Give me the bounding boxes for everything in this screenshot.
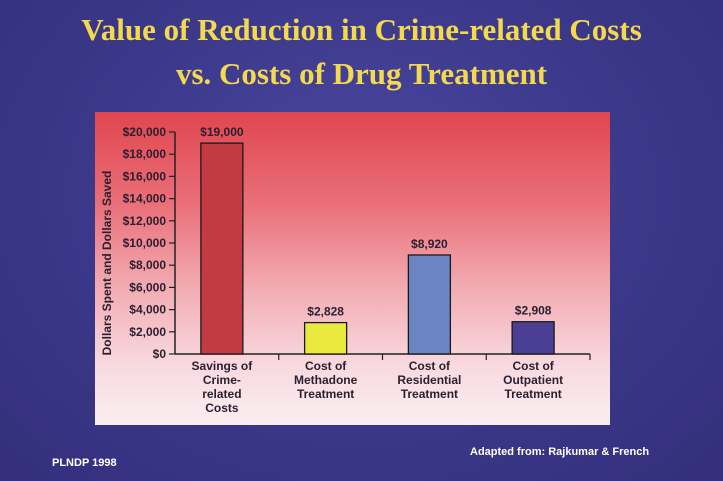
- x-category-label-line: Crime-: [203, 373, 241, 387]
- x-category-label: Cost of Methadone Treatment: [294, 359, 358, 401]
- y-tick-label: $18,000: [123, 147, 167, 161]
- bar-chart: Dollars Spent and Dollars Saved $0 $2,000 $…: [100, 125, 591, 415]
- y-tick-label: $8,000: [129, 258, 166, 272]
- footer-attribution: Adapted from: Rajkumar & French: [470, 446, 650, 458]
- x-category-label-line: Treatment: [297, 387, 354, 401]
- bar: [303, 321, 348, 355]
- bar: [200, 142, 244, 355]
- x-category-label: Savings of Crime-related Costs: [192, 359, 254, 415]
- bar-value-label: $2,908: [515, 304, 552, 318]
- bar: [511, 321, 555, 355]
- y-axis-label: Dollars Spent and Dollars Saved: [100, 171, 114, 356]
- x-category-label-line: Cost of: [409, 359, 451, 373]
- bar-value-label: $2,828: [307, 305, 344, 319]
- x-category-label-line: Costs: [205, 401, 239, 415]
- x-category-label-line: Outpatient: [503, 373, 563, 387]
- x-category-label-line: Treatment: [401, 387, 458, 401]
- x-category-label-line: Savings of: [192, 359, 254, 373]
- title-line-2: vs. Costs of Drug Treatment: [175, 56, 548, 91]
- x-category-label-line: related: [202, 387, 241, 401]
- x-category-label-line: Methadone: [294, 373, 358, 387]
- y-tick-label: $20,000: [123, 125, 167, 139]
- y-tick-label: $6,000: [129, 280, 166, 294]
- x-category-label: Cost of Outpatient Treatment: [503, 359, 563, 401]
- title-line-1: Value of Reduction in Crime-related Cost…: [81, 12, 642, 47]
- slide-title: Value of Reduction in Crime-related Cost…: [0, 8, 723, 96]
- x-category-label: Cost of Residential Treatment: [397, 359, 461, 401]
- x-category-label-line: Residential: [397, 373, 461, 387]
- y-tick-label: $4,000: [129, 303, 166, 317]
- y-tick-label: $16,000: [123, 169, 167, 183]
- y-tick-label: $2,000: [129, 325, 166, 339]
- x-category-label-line: Cost of: [305, 359, 347, 373]
- y-tick-label: $10,000: [123, 236, 167, 250]
- bar-value-label: $19,000: [200, 125, 244, 139]
- y-tick-label: $14,000: [123, 192, 167, 206]
- x-category-label-line: Treatment: [504, 387, 561, 401]
- bar-value-label: $8,920: [411, 237, 448, 251]
- y-tick-label: $0: [153, 347, 167, 361]
- bar: [407, 254, 452, 355]
- footer-source-year: PLNDP 1998: [52, 457, 117, 469]
- x-category-label-line: Cost of: [512, 359, 554, 373]
- chart-panel: Dollars Spent and Dollars Saved $0 $2,000 $…: [95, 112, 610, 425]
- y-tick-label: $12,000: [123, 214, 167, 228]
